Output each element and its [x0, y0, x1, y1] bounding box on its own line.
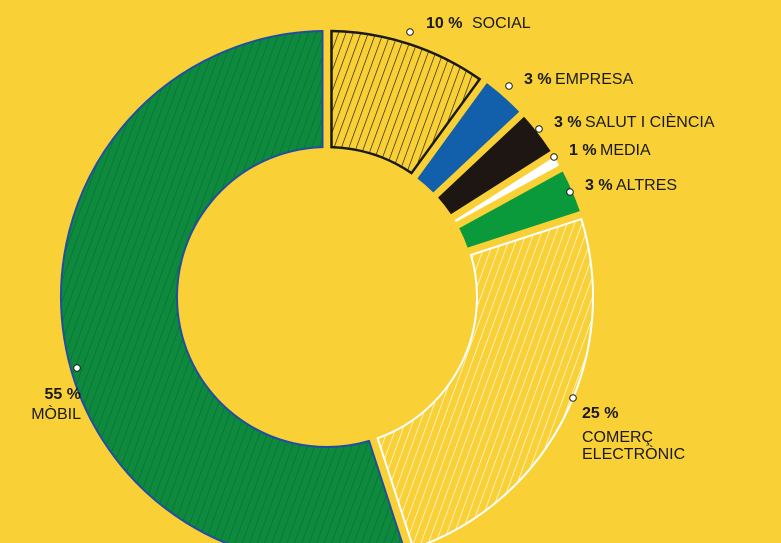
slice-mobil	[60, 30, 404, 543]
slice-label-salut-i-ciencia: 3 % SALUT I CIÈNCIA	[535, 112, 715, 133]
leader-dot-salut-i-ciencia	[535, 125, 543, 133]
slice-altres	[459, 171, 580, 248]
slice-label-media: 1 % MEDIA	[550, 142, 651, 161]
slice-empresa	[417, 83, 520, 193]
slice-label-text-altres: ALTRES	[616, 177, 677, 194]
slice-label-empresa: 3 % EMPRESA	[505, 71, 634, 90]
leader-dot-empresa	[505, 82, 513, 90]
slice-label-text-media: MEDIA	[600, 142, 651, 159]
leader-dot-comerc-electronic	[569, 394, 577, 402]
leader-dot-media	[550, 153, 558, 161]
slice-percent-altres: 3 %	[585, 177, 613, 194]
leader-dot-social	[406, 28, 414, 36]
slice-label-social: 10 % SOCIAL	[406, 15, 531, 36]
slice-label-text-empresa: EMPRESA	[555, 71, 634, 88]
slice-label-text-comerc-electronic-1: COMERÇ	[582, 429, 653, 446]
slice-percent-salut-i-ciencia: 3 %	[554, 114, 582, 131]
slice-percent-mobil: 55 %	[45, 386, 81, 403]
slice-percent-media: 1 %	[569, 142, 597, 159]
slice-percent-social: 10 %	[426, 15, 462, 32]
slice-salut-i-ciencia	[437, 116, 551, 215]
slice-social	[330, 29, 482, 175]
slice-label-text-social: SOCIAL	[472, 15, 531, 32]
slice-label-text-comerc-electronic-2: ELECTRÒNIC	[582, 444, 685, 463]
leader-dot-altres	[566, 188, 574, 196]
leader-dot-mobil	[73, 364, 81, 372]
slice-label-altres: 3 % ALTRES	[566, 177, 677, 196]
slice-comerc-electronic	[376, 217, 594, 543]
slice-percent-empresa: 3 %	[524, 71, 552, 88]
slice-label-text-salut-i-ciencia: SALUT I CIÈNCIA	[585, 112, 715, 131]
slice-label-mobil: 55 %MÒBIL	[31, 364, 81, 423]
slice-percent-comerc-electronic: 25 %	[582, 405, 618, 422]
slice-label-text-mobil: MÒBIL	[31, 404, 81, 423]
